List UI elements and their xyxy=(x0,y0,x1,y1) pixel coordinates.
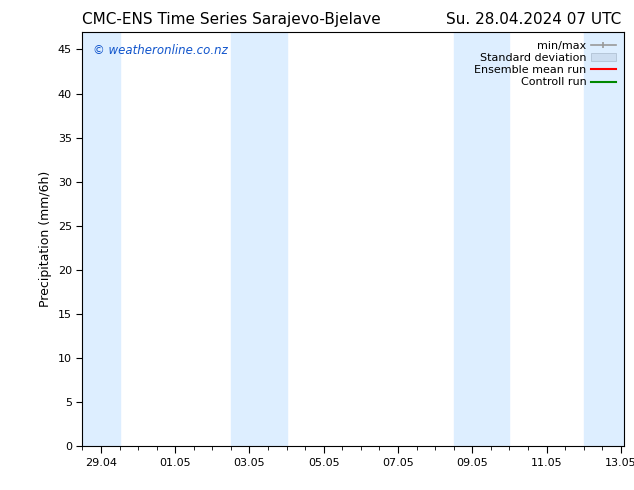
Text: CMC-ENS Time Series Sarajevo-Bjelave: CMC-ENS Time Series Sarajevo-Bjelave xyxy=(82,12,381,27)
Bar xyxy=(82,32,120,446)
Y-axis label: Precipitation (mm/6h): Precipitation (mm/6h) xyxy=(39,171,53,307)
Bar xyxy=(231,32,287,446)
Text: Su. 28.04.2024 07 UTC: Su. 28.04.2024 07 UTC xyxy=(446,12,621,27)
Bar xyxy=(584,32,624,446)
Text: © weatheronline.co.nz: © weatheronline.co.nz xyxy=(93,44,228,57)
Legend: min/max, Standard deviation, Ensemble mean run, Controll run: min/max, Standard deviation, Ensemble me… xyxy=(471,37,619,91)
Bar xyxy=(454,32,509,446)
